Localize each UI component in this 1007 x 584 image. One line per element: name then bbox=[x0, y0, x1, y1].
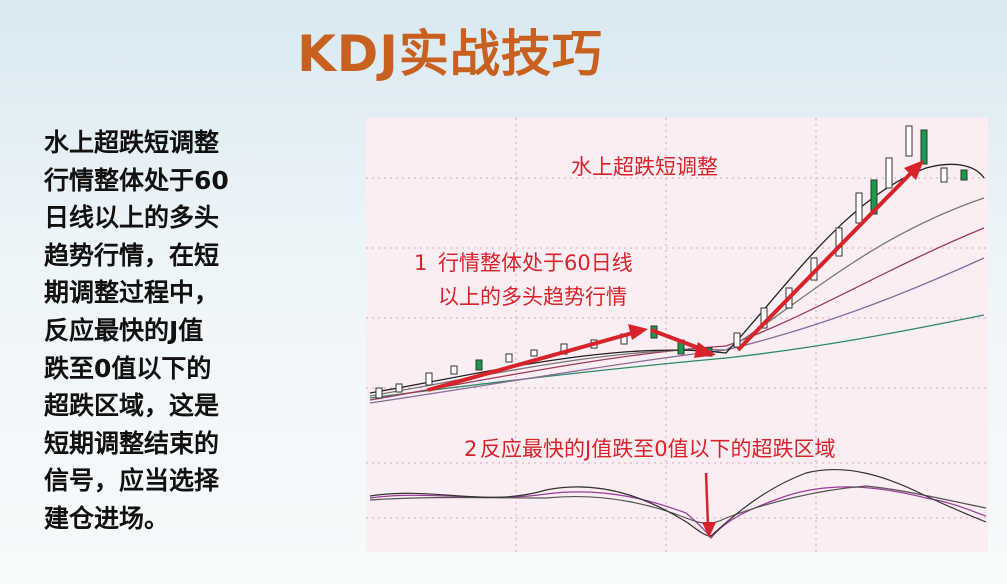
candles bbox=[375, 125, 968, 399]
stock-chart: 水上超跌短调整 1 行情整体处于60日线 以上的多头趋势行情 2 反应最快的J值… bbox=[366, 118, 988, 552]
trend-arrows bbox=[427, 160, 924, 392]
description-line: 水上超跌短调整 bbox=[44, 128, 220, 157]
description-line: 趋势行情，在短 bbox=[44, 240, 220, 270]
description-line: 建仓进场。 bbox=[44, 503, 170, 533]
description-line: 跌至0值以下的 bbox=[44, 353, 212, 383]
description-line: 期调整过程中， bbox=[44, 278, 220, 308]
chart-heading: 水上超跌短调整 bbox=[571, 155, 718, 179]
note-text: 反应最快的J值跌至0值以下的超跌区域 bbox=[480, 437, 836, 461]
dip-arrow bbox=[702, 472, 716, 538]
description-line: 超跌区域，这是 bbox=[44, 391, 220, 421]
description-line: 日线以上的多头 bbox=[44, 203, 220, 233]
title: KDJ实战技巧 bbox=[297, 25, 603, 83]
note-number: 2 bbox=[464, 437, 477, 461]
description-line: 短期调整结束的 bbox=[44, 428, 220, 458]
description-line: 反应最快的J值 bbox=[44, 315, 204, 345]
kdj-lines bbox=[369, 468, 987, 540]
note-line: 行情整体处于60日线 bbox=[438, 251, 633, 275]
note-number: 1 bbox=[414, 251, 427, 275]
note-line: 以上的多头趋势行情 bbox=[438, 285, 627, 309]
description-line: 行情整体处于60 bbox=[44, 165, 229, 195]
description-line: 信号，应当选择 bbox=[44, 466, 220, 496]
description: 水上超跌短调整 行情整体处于60 日线以上的多头 趋势行情，在短 期调整过程中， 反应最快… bbox=[44, 124, 304, 538]
